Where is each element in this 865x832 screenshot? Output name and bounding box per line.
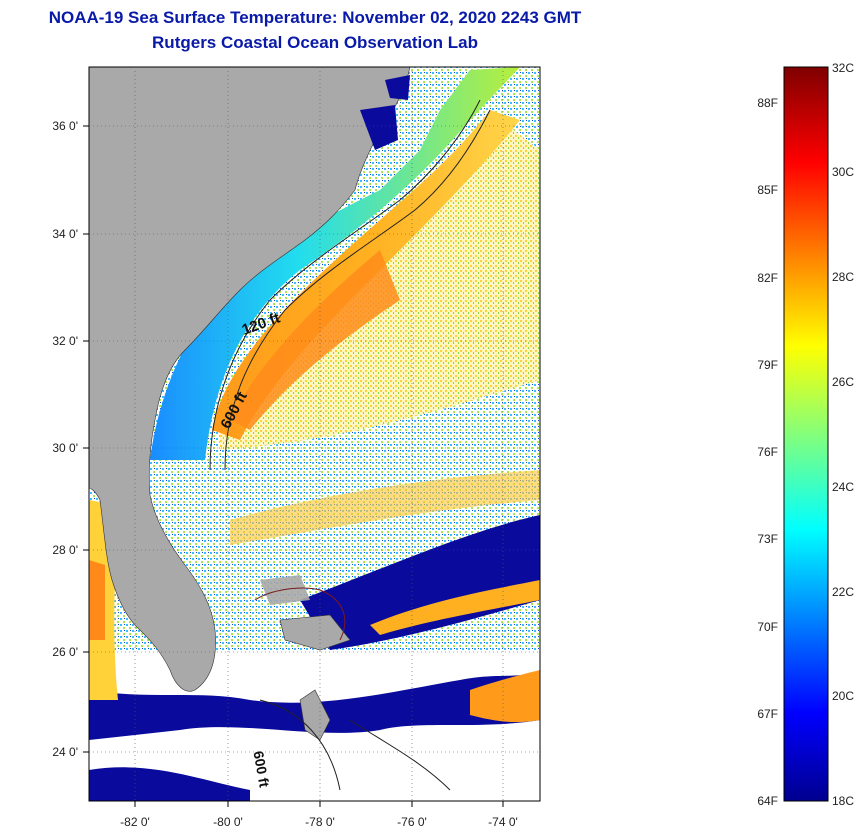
y-tick-label: 30 0' <box>52 441 78 455</box>
x-tick-label: -80 0' <box>213 815 243 829</box>
colorbar-c-label: 30C <box>832 165 854 179</box>
x-tick-label: -82 0' <box>120 815 150 829</box>
colorbar-f-label: 67F <box>757 707 778 721</box>
colorbar-f-label: 64F <box>757 794 778 808</box>
colorbar-c-label: 24C <box>832 480 854 494</box>
y-tick-label: 26 0' <box>52 645 78 659</box>
colorbar-c-label: 18C <box>832 794 854 808</box>
coastal-band <box>150 67 520 460</box>
deep-blue-band <box>300 515 540 650</box>
colorbar-f-label: 82F <box>757 271 778 285</box>
map-frame <box>88 66 541 802</box>
contour-600ft <box>224 109 491 471</box>
colorbar-f-label: 88F <box>757 96 778 110</box>
y-tick-label: 36 0' <box>52 119 78 133</box>
colorbar-c-label: 20C <box>832 689 854 703</box>
y-tick-label: 24 0' <box>52 745 78 759</box>
colorbar-f-label: 85F <box>757 183 778 197</box>
map-title: NOAA-19 Sea Surface Temperature: Novembe… <box>48 8 582 27</box>
contour-label-600ft-south: 600 ft <box>250 750 272 789</box>
x-tick-label: -74 0' <box>488 815 518 829</box>
colorbar-c-label: 22C <box>832 585 854 599</box>
warm-filament <box>370 580 540 635</box>
bahamas-island <box>279 614 351 651</box>
x-tick-label: -76 0' <box>397 815 427 829</box>
y-tick-label: 34 0' <box>52 227 78 241</box>
colorbar-f-label: 70F <box>757 620 778 634</box>
gulf-stream-core <box>230 250 400 430</box>
colorbar-f-label: 79F <box>757 358 778 372</box>
warm-streak <box>230 470 540 545</box>
colorbar-gradient <box>783 66 829 802</box>
map-subtitle: Rutgers Coastal Ocean Observation Lab <box>152 33 478 52</box>
colorbar-c-label: 26C <box>832 375 854 389</box>
contour-120ft <box>209 99 481 471</box>
y-tick-label: 28 0' <box>52 543 78 557</box>
us-southeast-land <box>89 67 411 692</box>
x-tick-label: -78 0' <box>305 815 335 829</box>
colorbar-f-label: 73F <box>757 532 778 546</box>
colorbar-c-label: 32C <box>832 61 854 75</box>
colorbar-c-label: 28C <box>832 270 854 284</box>
y-tick-label: 32 0' <box>52 334 78 348</box>
colorbar-f-label: 76F <box>757 445 778 459</box>
